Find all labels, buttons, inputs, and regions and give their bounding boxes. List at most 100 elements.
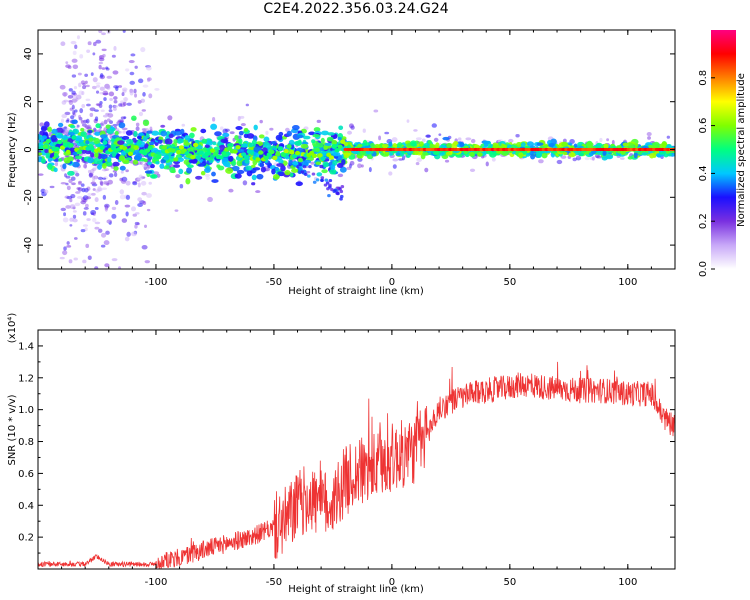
spectrogram-cell	[89, 107, 96, 112]
spectrogram-cell	[666, 135, 671, 139]
spectrogram-cell	[246, 149, 252, 154]
spectrogram-cell	[167, 115, 173, 121]
spectrogram-cell	[85, 84, 90, 88]
spectrogram-cell	[80, 229, 86, 233]
spectrogram-cell	[175, 174, 181, 179]
spectrogram-cell	[192, 142, 199, 148]
spectrogram-cell	[346, 166, 352, 170]
spectrogram-cell	[214, 131, 222, 137]
spectrogram-cell	[198, 150, 204, 155]
colorbar: 0.0 0.2 0.4 0.6 0.8 Normalized spectral ampl…	[698, 30, 747, 277]
y-tick-label: 0.6	[18, 469, 34, 480]
spectrogram-cell	[434, 150, 440, 155]
spectrogram-cell	[320, 176, 325, 180]
spectrogram-cell	[62, 142, 68, 147]
spectrogram-cell	[178, 145, 185, 150]
spectrogram-cell	[314, 147, 320, 152]
x-tick-label: 0	[389, 577, 395, 588]
spectrogram-cell	[459, 142, 465, 148]
spectrogram-cell	[100, 121, 105, 127]
spectrogram-cell	[73, 257, 78, 261]
spectrogram-cell	[80, 183, 85, 187]
spectrogram-cell	[442, 136, 450, 141]
spectrogram-cell	[332, 151, 341, 157]
spectrogram-cell	[139, 161, 143, 165]
spectrogram-cell	[251, 182, 256, 186]
spectrogram-cell	[343, 152, 352, 157]
spectrogram-cell	[55, 127, 64, 134]
spectrogram-cell	[306, 170, 311, 174]
spectrogram-cell	[339, 194, 344, 199]
spectrogram-cell	[144, 260, 151, 264]
spectrogram-cell	[101, 67, 106, 70]
spectrogram-cell	[101, 48, 107, 52]
spectrogram-cell	[80, 131, 87, 138]
spectrogram-cell	[156, 154, 162, 160]
spectrogram-cell	[138, 277, 142, 281]
x-tick-label: 100	[618, 577, 637, 588]
spectrogram-cell	[243, 127, 249, 132]
spectrogram-cell	[381, 143, 389, 148]
spectrogram-cell	[82, 119, 88, 124]
spectrogram-cell	[81, 103, 86, 108]
spectrogram-cell	[65, 175, 71, 179]
spectrogram-cell	[64, 130, 69, 136]
spectrogram-cell	[85, 196, 92, 200]
spectrogram-cell	[107, 113, 114, 118]
spectrogram-cell	[90, 152, 95, 158]
spectrogram-cell	[174, 209, 179, 212]
spectrogram-cell	[425, 134, 431, 138]
spectrogram-cell	[131, 231, 137, 237]
spectrogram-cell	[103, 97, 107, 101]
spectrogram-cell	[95, 123, 101, 129]
spectrogram-cell	[47, 158, 53, 162]
spectrogram-cell	[235, 126, 243, 131]
spectrogram-cell	[95, 39, 102, 44]
spectrogram-cell	[337, 173, 344, 178]
spectrogram-cell	[122, 30, 126, 33]
spectrogram-cell	[125, 138, 134, 144]
spectrogram-cell	[184, 135, 190, 141]
spectrogram-cell	[77, 72, 82, 76]
spectrogram-cell	[74, 202, 81, 207]
spectrogram-cell	[95, 82, 101, 85]
spectrogram-cell	[60, 118, 65, 123]
spectrogram-cell	[113, 166, 119, 171]
spectrogram-cell	[218, 144, 226, 151]
spectrogram-cell	[83, 207, 89, 210]
spectrogram-cell	[142, 128, 147, 134]
spectrogram-cell	[60, 207, 67, 212]
spectrogram-cell	[85, 140, 90, 145]
spectrogram-cell	[79, 141, 85, 147]
spectrogram-x-axis-label: Height of straight line (km)	[288, 286, 424, 297]
spectrogram-cell	[245, 103, 249, 107]
spectrogram-cell	[312, 180, 317, 184]
spectrogram-cell	[79, 108, 84, 114]
spectrogram-cell	[410, 140, 417, 147]
spectrogram-cell	[349, 160, 355, 166]
spectrogram-cell	[100, 232, 107, 238]
spectrogram-cell	[140, 180, 147, 186]
spectrogram-cell	[340, 185, 345, 189]
spectrogram-cell	[245, 165, 253, 171]
spectrogram-x-ticks: -100 -50 0 50 100	[37, 30, 676, 288]
spectrogram-cell	[197, 163, 205, 167]
spectrogram-cell	[122, 101, 127, 107]
spectrogram-cell	[297, 157, 303, 163]
spectrogram-cell	[96, 90, 100, 94]
spectrogram-cell	[162, 165, 170, 170]
spectrogram-cell	[154, 87, 160, 91]
spectrogram-cell	[72, 210, 77, 213]
spectrogram-cell	[85, 98, 91, 102]
spectrogram-cell	[228, 188, 234, 193]
spectrogram-cell	[138, 286, 142, 290]
spectrogram-cell	[77, 181, 82, 185]
snr-panel: -100 -50 0 50 100 0.2 0.4 0.6 0.8 1.0 1.2 1.4 Heig…	[7, 313, 676, 595]
spectrogram-cell	[66, 241, 70, 245]
spectrogram-cell	[620, 149, 626, 156]
spectrogram-cell	[82, 224, 89, 227]
spectrogram-cell	[114, 319, 119, 323]
spectrogram-cell	[113, 96, 118, 100]
spectrogram-cell	[113, 107, 117, 111]
spectrogram-cell	[94, 207, 99, 210]
